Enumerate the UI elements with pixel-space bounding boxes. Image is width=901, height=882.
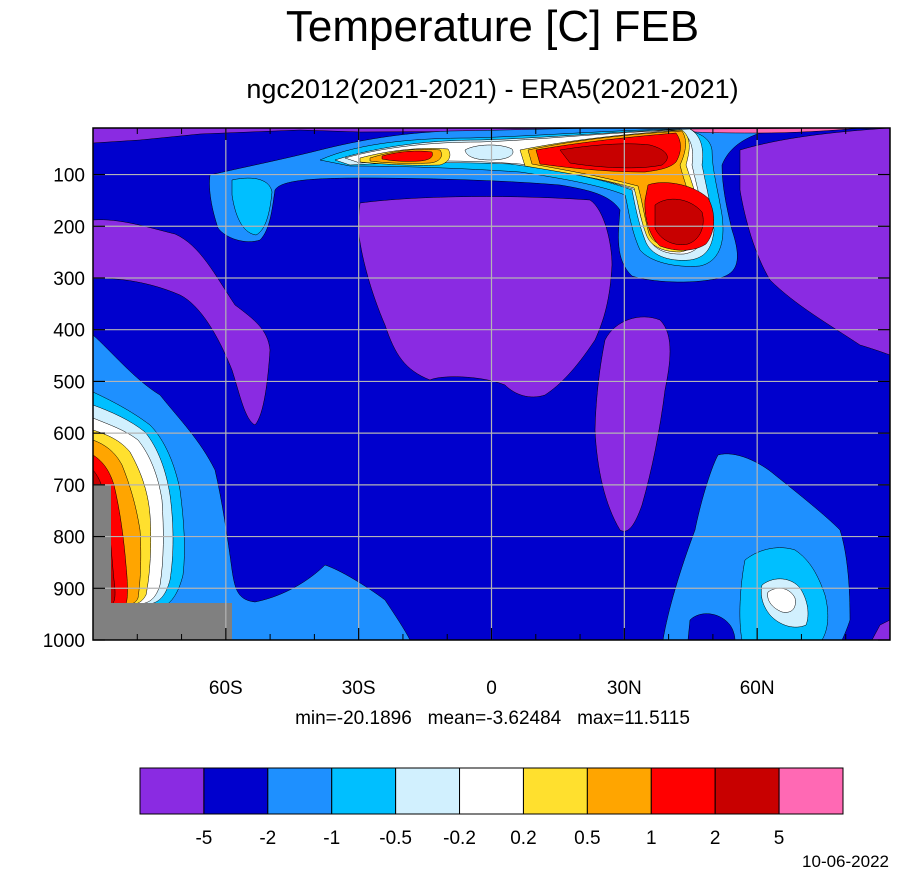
colorbar: -5 -2 -1 -0.5 -0.2 0.2 0.5 1 2 5 [139, 767, 844, 849]
colorbar-swatch [139, 767, 205, 815]
y-axis: 100 200 300 400 500 600 700 800 900 1000 [43, 166, 890, 652]
x-axis: 60S 30S 0 30N 60N [136, 128, 847, 699]
missing-terrain [93, 485, 232, 640]
colorbar-label: -2 [259, 828, 276, 849]
y-tick-label: 900 [53, 579, 85, 600]
contour-south-purple [93, 219, 271, 426]
x-tick-label: 60S [209, 678, 243, 699]
y-tick-label: 500 [53, 372, 85, 393]
y-tick-label: 1000 [43, 631, 85, 652]
contour-30n-purple [594, 316, 671, 532]
x-tick-label: 60N [740, 678, 775, 699]
colorbar-label: 1 [646, 828, 657, 849]
contour-br-purple [871, 619, 890, 640]
x-tick-label: 30N [607, 678, 642, 699]
colorbar-swatch [459, 767, 524, 815]
y-tick-label: 400 [53, 321, 85, 342]
stats-text: min=-20.1896 mean=-3.62484 max=11.5115 [295, 708, 690, 729]
chart-title: Temperature [C] FEB [285, 2, 700, 51]
contour-jet-white-center [464, 144, 514, 161]
colorbar-label: 5 [774, 828, 785, 849]
colorbar-label: -0.5 [379, 828, 412, 849]
colorbar-swatch [267, 767, 333, 815]
grid-lines [93, 128, 890, 640]
colorbar-label: -1 [323, 828, 340, 849]
y-tick-label: 100 [53, 166, 85, 187]
contour-central-purple [357, 196, 613, 398]
colorbar-label: -5 [195, 828, 212, 849]
colorbar-swatch [778, 767, 844, 815]
colorbar-swatch [395, 767, 461, 815]
y-tick-label: 600 [53, 424, 85, 445]
contour-jet-pink [689, 128, 861, 134]
colorbar-label: 2 [710, 828, 721, 849]
colorbar-swatch [650, 767, 716, 815]
date-stamp: 10-06-2022 [802, 852, 889, 871]
colorbar-swatch [714, 767, 780, 815]
x-tick-label: 30S [342, 678, 376, 699]
y-tick-label: 300 [53, 269, 85, 290]
colorbar-swatch [203, 767, 269, 815]
colorbar-swatch [586, 767, 652, 815]
x-tick-label: 0 [486, 678, 497, 699]
colorbar-label: 0.2 [510, 828, 536, 849]
y-tick-label: 700 [53, 476, 85, 497]
colorbar-swatch [522, 767, 588, 815]
y-tick-label: 800 [53, 528, 85, 549]
colorbar-swatch [331, 767, 397, 815]
contour-tropopause-cyan [231, 177, 273, 236]
chart-subtitle: ngc2012(2021-2021) - ERA5(2021-2021) [246, 74, 739, 104]
colorbar-label: 0.5 [574, 828, 600, 849]
colorbar-label: -0.2 [443, 828, 476, 849]
y-tick-label: 200 [53, 217, 85, 238]
contour-jet-darkred [559, 143, 704, 245]
